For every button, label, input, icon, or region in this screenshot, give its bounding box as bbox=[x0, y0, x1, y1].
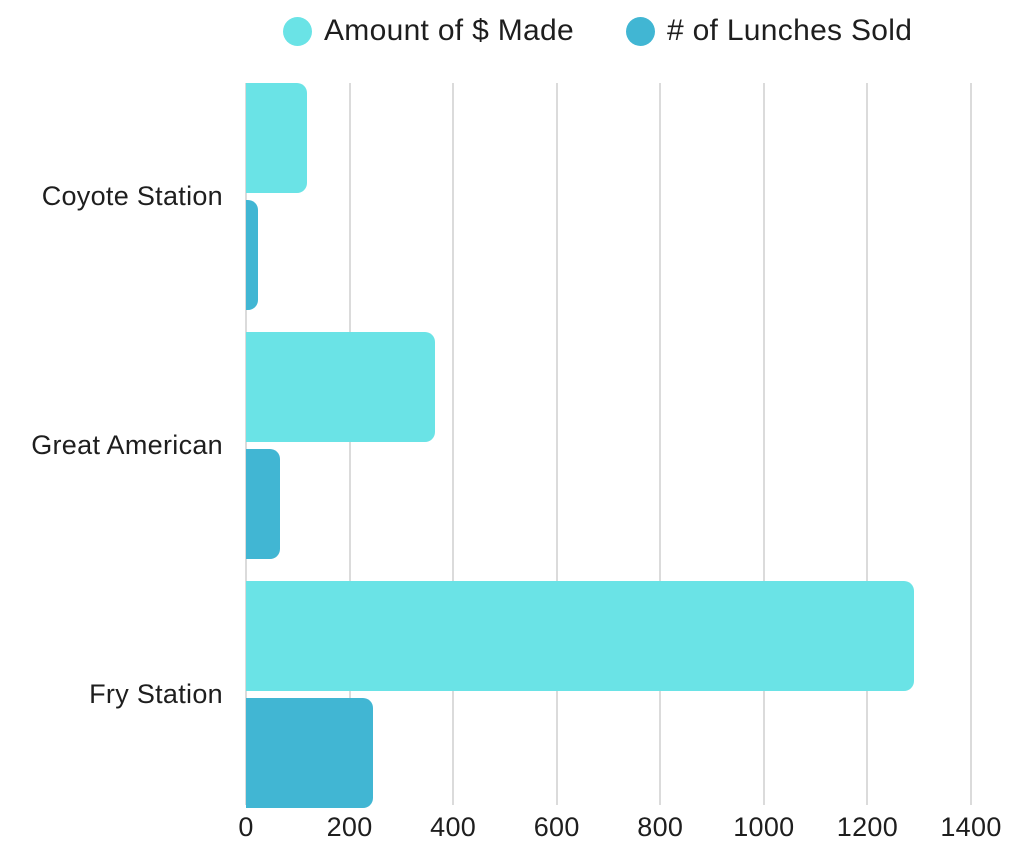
x-tick-label: 200 bbox=[326, 812, 373, 842]
legend-marker-circle-icon bbox=[283, 16, 312, 46]
x-tick-label: 1400 bbox=[940, 812, 1002, 842]
legend-item-lunches-sold: # of Lunches Sold bbox=[625, 13, 913, 49]
y-axis-category-labels: Coyote Station Great American Fry Station bbox=[0, 83, 223, 805]
gridline bbox=[866, 83, 869, 805]
legend-marker-circle-icon bbox=[625, 16, 655, 46]
x-tick-label: 1000 bbox=[733, 812, 795, 842]
gridline bbox=[245, 83, 247, 805]
x-tick-label: 0 bbox=[238, 812, 254, 842]
legend-label: Amount of $ Made bbox=[324, 14, 574, 47]
category-label: Great American bbox=[31, 430, 223, 460]
gridline bbox=[452, 83, 455, 805]
x-tick-label: 400 bbox=[430, 812, 477, 842]
bar bbox=[246, 83, 307, 193]
chart-legend: Amount of $ Made # of Lunches Sold bbox=[283, 13, 912, 49]
gridline bbox=[970, 83, 972, 805]
legend-label: # of Lunches Sold bbox=[666, 14, 913, 47]
bar bbox=[246, 698, 374, 808]
x-tick-label: 1200 bbox=[836, 812, 899, 842]
gridline bbox=[555, 83, 558, 805]
bar bbox=[246, 581, 914, 691]
x-axis: 0 200 400 600 800 1000 1200 1400 bbox=[238, 812, 1001, 852]
plot-area bbox=[245, 83, 972, 808]
bar-row bbox=[246, 581, 972, 808]
gridline bbox=[348, 83, 351, 805]
bar bbox=[246, 200, 258, 310]
x-tick-label: 800 bbox=[637, 812, 684, 842]
legend-item-amount-made: Amount of $ Made bbox=[283, 13, 574, 49]
gridline bbox=[659, 83, 662, 805]
category-label: Fry Station bbox=[89, 679, 223, 709]
category-label: Coyote Station bbox=[41, 181, 223, 211]
gridline bbox=[762, 83, 765, 805]
x-tick-label: 600 bbox=[533, 812, 580, 842]
bar bbox=[246, 449, 281, 559]
bar bbox=[246, 332, 435, 442]
bar-row bbox=[246, 332, 972, 559]
bar-row bbox=[246, 83, 972, 310]
